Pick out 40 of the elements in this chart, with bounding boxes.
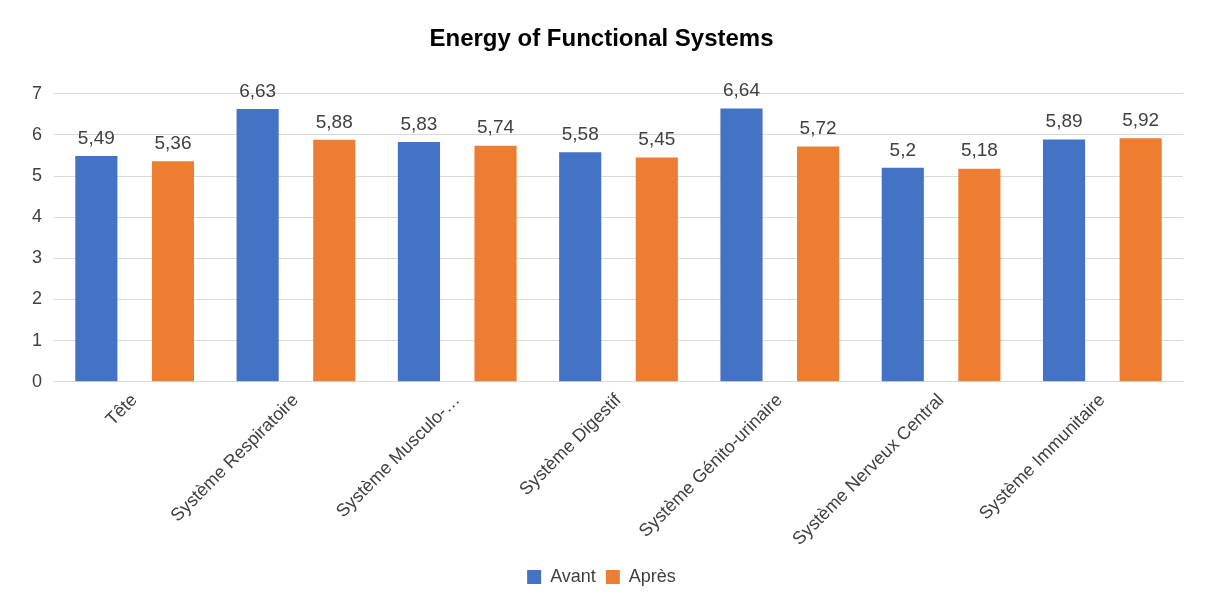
bar <box>236 109 279 382</box>
data-label: 5,92 <box>1122 108 1160 130</box>
bar <box>559 152 602 382</box>
data-label: 5,72 <box>799 117 837 139</box>
bar <box>720 108 763 382</box>
bar <box>474 145 517 382</box>
bar <box>881 167 924 382</box>
bar <box>1119 138 1162 382</box>
bar <box>75 155 118 382</box>
y-tick-label: 6 <box>32 123 43 144</box>
bar <box>958 168 1001 382</box>
x-tick-label: Tête <box>101 389 141 430</box>
y-tick-label: 4 <box>32 206 43 227</box>
data-label: 5,2 <box>889 138 916 160</box>
y-tick-label: 0 <box>32 370 43 391</box>
chart-title: Energy of Functional Systems <box>429 24 774 52</box>
data-label: 5,89 <box>1045 110 1083 132</box>
y-tick-label: 3 <box>32 247 43 268</box>
y-tick-label: 1 <box>32 329 43 350</box>
data-label: 6,63 <box>239 79 277 101</box>
legend-label: Avant <box>550 565 596 586</box>
y-tick-label: 2 <box>32 288 43 309</box>
legend-label: Après <box>628 565 676 586</box>
bar <box>397 141 440 382</box>
bar <box>151 161 195 382</box>
bar <box>635 157 678 382</box>
data-label: 6,64 <box>722 79 761 101</box>
data-label: 5,45 <box>638 128 676 150</box>
y-tick-label: 5 <box>32 165 43 186</box>
data-label: 5,36 <box>154 131 192 153</box>
bar <box>1042 139 1086 382</box>
data-label: 5,88 <box>315 110 353 132</box>
data-label: 5,58 <box>561 122 599 144</box>
bar <box>797 146 840 382</box>
bar <box>313 139 356 382</box>
y-tick-label: 7 <box>32 82 43 103</box>
data-label: 5,74 <box>477 116 515 138</box>
data-label: 5,49 <box>77 126 115 148</box>
data-label: 5,18 <box>960 139 998 161</box>
data-label: 5,83 <box>400 112 438 134</box>
